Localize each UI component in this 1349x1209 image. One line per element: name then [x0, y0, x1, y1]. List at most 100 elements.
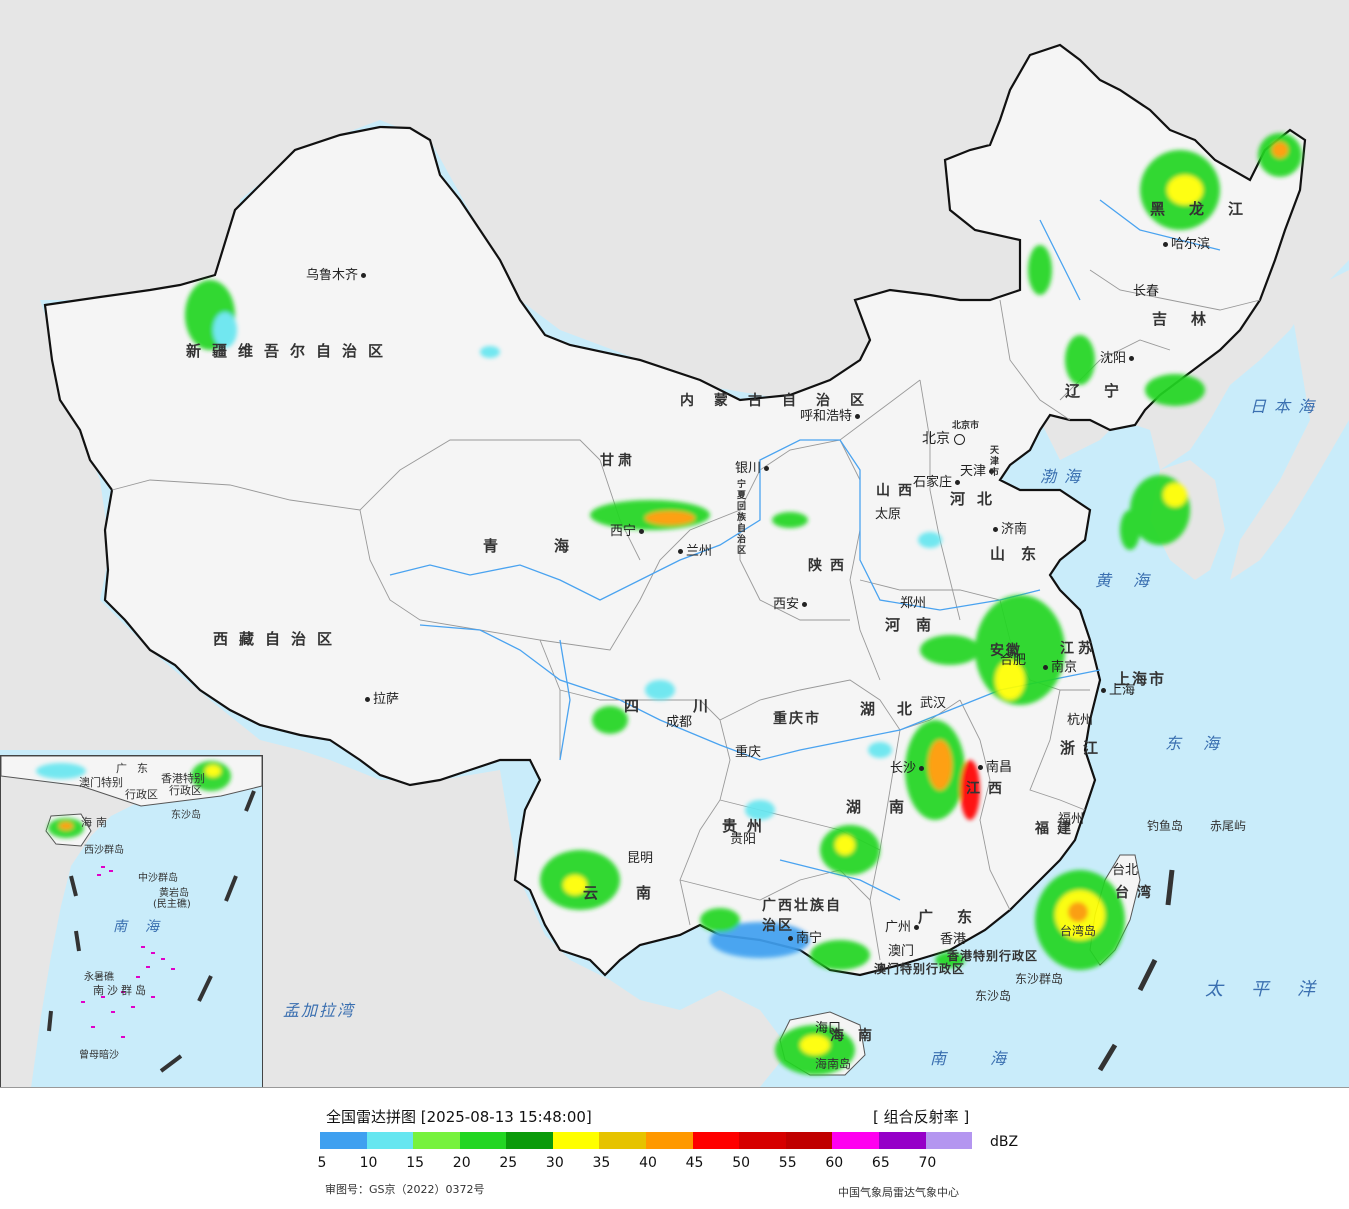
- city-label-wuhan: 武汉: [920, 696, 947, 711]
- city-dot-icon: [978, 765, 983, 770]
- province-label-jiangsu: 江苏: [1060, 641, 1096, 657]
- legend-title: 全国雷达拼图 [2025-08-13 15:48:00]: [326, 1108, 592, 1126]
- city-label-taiyuan: 太原: [875, 507, 902, 522]
- city-label-hongkong: 香港: [940, 932, 967, 947]
- data-source-label: 中国气象局雷达气象中心: [838, 1186, 959, 1199]
- sea-label-pacific: 太平洋: [1205, 979, 1343, 1000]
- province-label-zhejiang: 浙江: [1060, 739, 1107, 757]
- city-label-jinan: 济南: [990, 523, 1027, 537]
- legend-swatch: [785, 1132, 833, 1149]
- city-label-harbin: 哈尔滨: [1160, 238, 1210, 252]
- province-label-guangxi: 广西壮族自治区: [762, 898, 842, 934]
- legend-swatch: [692, 1132, 740, 1149]
- city-dot-icon: [919, 766, 925, 771]
- inset-label-guangdong: 广东: [116, 762, 158, 775]
- rivers: [389, 199, 1221, 901]
- island-label-chiwei: 赤尾屿: [1210, 819, 1247, 833]
- island-label-dongsha-qundao: 东沙群岛: [1015, 972, 1064, 986]
- island-label-diaoyu: 钓鱼岛: [1147, 819, 1184, 833]
- legend-swatch: [320, 1132, 367, 1149]
- province-label-neimenggu: 内蒙古自治区: [680, 393, 884, 409]
- city-label-nanning: 南宁: [785, 932, 822, 946]
- city-label-urumqi: 乌鲁木齐: [306, 269, 369, 283]
- province-label-chongqing: 重庆市: [773, 711, 821, 727]
- sea-label-bohai: 渤海: [1040, 467, 1089, 486]
- province-label-guizhou: 贵州: [722, 817, 773, 835]
- sea-label-japan-sea: 日本海: [1250, 397, 1323, 416]
- city-dot-icon: [914, 925, 920, 930]
- inset-label-nansha: 南沙群岛: [93, 984, 149, 997]
- province-label-hainan: 海南: [830, 1028, 886, 1044]
- city-dot-icon: [1043, 665, 1048, 670]
- legend-swatch: [506, 1132, 553, 1149]
- legend-color-bar: [320, 1132, 973, 1149]
- sea-label-nanhai: 南海: [930, 1049, 1051, 1068]
- legend-tick-label: 15: [406, 1155, 425, 1171]
- legend-tick-label: 60: [825, 1155, 844, 1171]
- inset-label-zhongsha: 中沙群岛: [138, 873, 178, 884]
- city-label-changsha: 长沙: [890, 762, 927, 776]
- province-label-tianjin: 天津市: [990, 446, 1000, 478]
- legend-tick-label: 55: [778, 1155, 797, 1171]
- island-label-dongsha-dao: 东沙岛: [975, 989, 1012, 1003]
- province-label-heilongjiang: 黑龙江: [1150, 200, 1268, 218]
- legend-swatch: [832, 1132, 879, 1149]
- city-dot-icon: [678, 549, 683, 554]
- island-label-hainan-dao: 海南岛: [815, 1057, 852, 1071]
- legend-tick-label: 5: [317, 1155, 327, 1171]
- province-label-shanghai: 上海市: [1115, 670, 1167, 688]
- legend-swatch: [459, 1132, 507, 1149]
- province-label-xizang: 西藏自治区: [213, 630, 344, 648]
- province-label-henan: 河南: [885, 616, 948, 634]
- province-label-jiangxi: 江西: [966, 781, 1010, 797]
- province-label-taiwan: 台湾: [1115, 885, 1159, 901]
- inset-label-macau-2: 行政区: [125, 788, 158, 801]
- city-dot-icon: [788, 936, 793, 941]
- inset-canvas: [1, 756, 262, 1088]
- legend-swatch: [366, 1132, 414, 1149]
- province-label-macau: 澳门特别行政区: [874, 962, 966, 976]
- city-label-macau: 澳门: [888, 944, 915, 959]
- city-dot-icon: [993, 527, 998, 532]
- legend-tick-label: 10: [359, 1155, 378, 1171]
- city-label-tianjin: 天津: [960, 465, 997, 479]
- legend-panel: 全国雷达拼图 [2025-08-13 15:48:00] [ 组合反射率 ] 5…: [0, 1087, 1349, 1209]
- city-label-nanjing: 南京: [1040, 661, 1077, 675]
- city-label-hangzhou: 杭州: [1067, 713, 1094, 728]
- city-label-zhengzhou: 郑州: [900, 596, 927, 611]
- province-label-jilin: 吉林: [1152, 310, 1231, 328]
- city-label-taipei: 台北: [1112, 863, 1139, 878]
- legend-swatch: [552, 1132, 600, 1149]
- city-label-guiyang: 贵阳: [730, 832, 757, 847]
- legend-tick-label: 35: [592, 1155, 611, 1171]
- legend-swatch: [739, 1132, 786, 1149]
- city-label-fuzhou: 福州: [1058, 812, 1085, 827]
- legend-swatch: [878, 1132, 926, 1149]
- city-label-shijiazhuang: 石家庄: [913, 476, 963, 490]
- province-label-ningxia: 宁夏回族自治区: [737, 480, 747, 556]
- province-label-xinjiang: 新疆维吾尔自治区: [186, 342, 395, 360]
- province-label-shanxi: 山西: [876, 483, 920, 499]
- map-approval-number: 审图号：GS京（2022）0372号: [325, 1183, 485, 1196]
- city-label-nanchang: 南昌: [975, 761, 1012, 775]
- inset-label-dongsha: 东沙岛: [171, 810, 201, 821]
- city-label-haikou: 海口: [815, 1021, 842, 1036]
- province-boundaries: [111, 269, 1261, 961]
- city-label-shenyang: 沈阳: [1100, 352, 1137, 366]
- inset-label-nanhai: 南海: [113, 919, 177, 935]
- radar-map[interactable]: 乌鲁木齐 拉萨 西宁 兰州 银川 呼和浩特 北京 天津 石家庄 太原 济南 郑州…: [0, 0, 1349, 1089]
- province-label-anhui: 安徽: [990, 643, 1022, 659]
- legend-product-type: [ 组合反射率 ]: [873, 1108, 970, 1126]
- province-label-hubei: 湖北: [860, 700, 935, 718]
- city-dot-icon: [764, 466, 770, 471]
- nine-dash-line: [1097, 869, 1175, 1072]
- city-label-hohhot: 呼和浩特: [800, 410, 863, 424]
- legend-swatch: [925, 1132, 973, 1149]
- province-label-shandong: 山东: [990, 545, 1053, 563]
- province-label-liaoning: 辽宁: [1065, 382, 1144, 400]
- province-label-yunnan: 云南: [583, 884, 690, 902]
- city-dot-icon: [1163, 242, 1168, 247]
- province-label-hongkong: 香港特别行政区: [947, 949, 1039, 963]
- province-label-hebei: 河北: [950, 490, 1005, 508]
- legend-tick-label: 20: [452, 1155, 471, 1171]
